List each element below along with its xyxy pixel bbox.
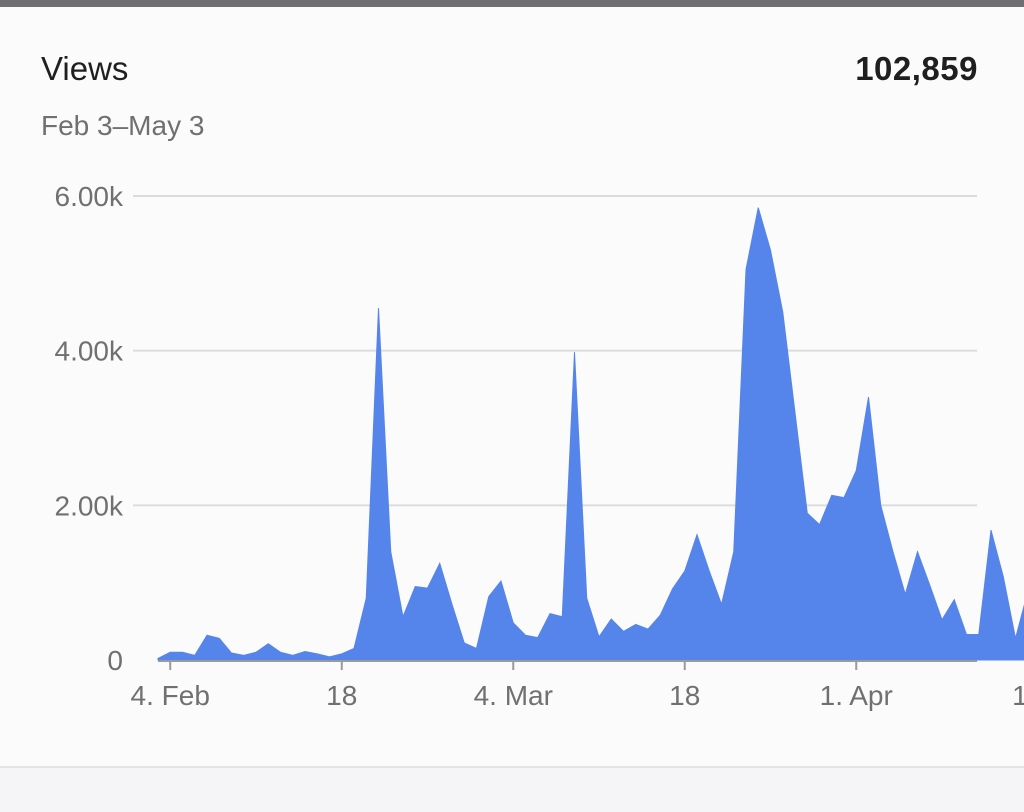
x-tick-label: 4. Feb [131, 680, 210, 711]
next-card-edge [0, 768, 1024, 812]
card-title: Views [41, 50, 129, 87]
y-axis-labels: 0 2.00k 4.00k 6.00k [55, 181, 124, 676]
views-area[interactable] [157, 207, 1024, 661]
y-tick-label: 2.00k [55, 490, 124, 521]
x-tick-label: 4. Mar [474, 680, 553, 711]
card-divider [0, 766, 1024, 768]
date-range-label: Feb 3–May 3 [41, 110, 205, 141]
x-tick-label: 18 [326, 680, 357, 711]
gridlines [133, 195, 977, 507]
views-series [157, 207, 1024, 661]
x-tick-label: 18 [669, 680, 700, 711]
y-tick-label: 4.00k [55, 336, 124, 367]
y-tick-label: 6.00k [55, 181, 124, 212]
x-axis [158, 660, 977, 670]
top-edge-bar [0, 0, 1024, 7]
x-tick-label: 1. Apr [820, 680, 893, 711]
y-tick-label: 0 [107, 645, 123, 676]
total-views-value: 102,859 [855, 50, 978, 87]
x-tick-label: 15 [1012, 680, 1024, 711]
